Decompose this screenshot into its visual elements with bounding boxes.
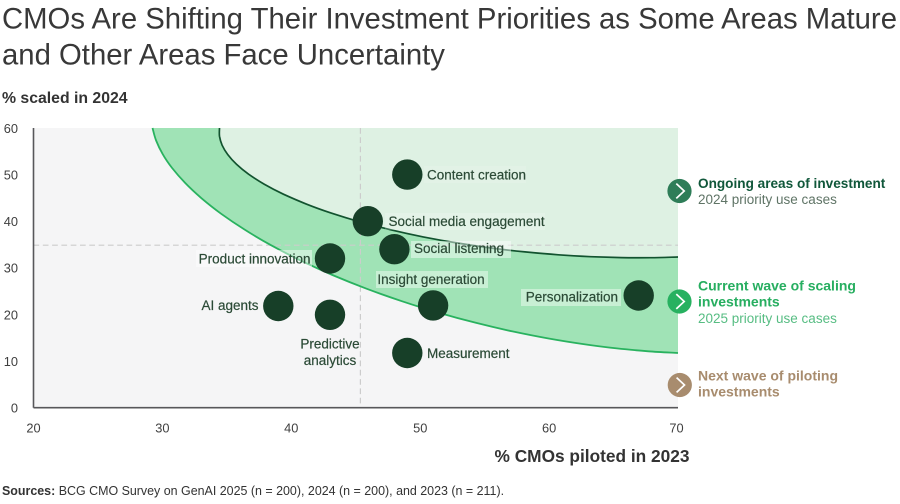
- svg-text:investments: investments: [698, 384, 780, 400]
- svg-text:AI agents: AI agents: [201, 298, 258, 313]
- svg-text:Sources: BCG CMO Survey on Gen: Sources: BCG CMO Survey on GenAI 2025 (n…: [2, 484, 504, 498]
- svg-text:40: 40: [284, 421, 298, 436]
- svg-text:30: 30: [155, 421, 169, 436]
- svg-text:60: 60: [542, 421, 556, 436]
- svg-text:20: 20: [4, 307, 18, 322]
- svg-text:70: 70: [669, 421, 683, 436]
- svg-text:analytics: analytics: [304, 353, 357, 368]
- svg-text:30: 30: [4, 261, 18, 276]
- svg-text:and Other Areas Face Uncertain: and Other Areas Face Uncertainty: [2, 38, 445, 71]
- svg-text:60: 60: [4, 121, 18, 136]
- svg-text:2024 priority use cases: 2024 priority use cases: [698, 192, 837, 207]
- svg-text:0: 0: [11, 401, 18, 416]
- svg-text:50: 50: [4, 167, 18, 182]
- svg-text:Product innovation: Product innovation: [199, 251, 311, 266]
- svg-text:2025 priority use cases: 2025 priority use cases: [698, 311, 837, 326]
- svg-text:Social listening: Social listening: [414, 241, 504, 256]
- svg-text:CMOs Are Shifting Their Invest: CMOs Are Shifting Their Investment Prior…: [2, 2, 897, 35]
- svg-text:Predictive: Predictive: [300, 337, 359, 352]
- svg-text:50: 50: [413, 421, 427, 436]
- svg-text:Insight generation: Insight generation: [377, 272, 484, 287]
- svg-text:% CMOs piloted in 2023: % CMOs piloted in 2023: [495, 446, 690, 466]
- svg-text:Ongoing areas of investment: Ongoing areas of investment: [698, 176, 886, 191]
- svg-text:Personalization: Personalization: [526, 289, 618, 304]
- svg-text:Social media engagement: Social media engagement: [389, 214, 545, 229]
- svg-text:Current wave of scaling: Current wave of scaling: [698, 278, 856, 294]
- svg-text:Next wave of piloting: Next wave of piloting: [698, 368, 838, 384]
- svg-text:20: 20: [26, 421, 40, 436]
- svg-text:Measurement: Measurement: [427, 346, 510, 361]
- svg-text:investments: investments: [698, 294, 780, 310]
- svg-text:40: 40: [4, 214, 18, 229]
- svg-text:10: 10: [4, 354, 18, 369]
- svg-text:Content creation: Content creation: [427, 167, 526, 182]
- svg-text:% scaled in 2024: % scaled in 2024: [2, 90, 128, 107]
